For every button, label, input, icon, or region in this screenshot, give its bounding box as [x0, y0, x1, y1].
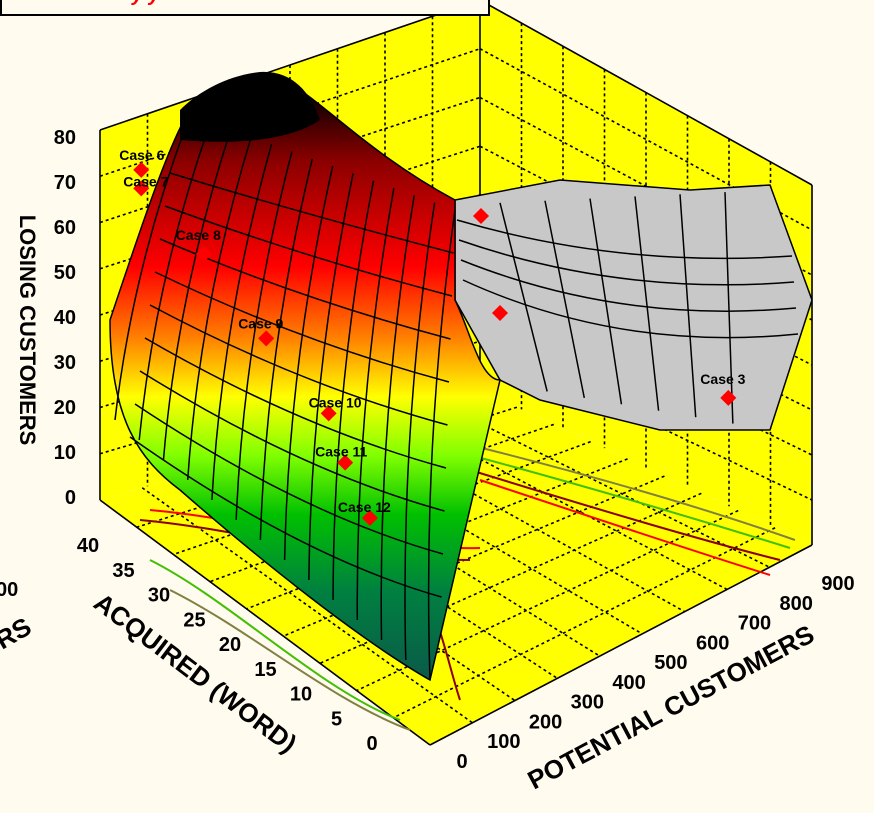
case-marker: [258, 330, 275, 347]
grid-line: [310, 438, 643, 635]
x-tick-label: 800: [780, 593, 813, 615]
mesh-line: [332, 180, 375, 601]
mesh-line: [356, 187, 395, 621]
grid-line: [437, 401, 770, 568]
z-tick-label: 50: [54, 262, 76, 284]
case-label: Case 3: [700, 371, 745, 387]
case-label: Case 11: [315, 444, 367, 460]
x-tick-label: 200: [529, 711, 562, 733]
case-marker: [195, 246, 212, 263]
mesh-line: [404, 202, 436, 661]
mesh-line: [144, 337, 447, 469]
z-tick-label: 0: [65, 487, 76, 509]
surface-mesh: [114, 114, 456, 681]
y-tick-label: 5: [331, 708, 342, 730]
case-marker: [133, 180, 150, 197]
case-label: Case 10: [309, 394, 362, 410]
y-tick-label: 20: [219, 634, 241, 656]
wall-edge: [99, 499, 431, 746]
x-tick-label: 300: [571, 692, 604, 714]
mesh-line: [456, 219, 793, 260]
case-label: Case 8: [176, 227, 221, 243]
mesh-line: [129, 436, 442, 598]
case-marker: [320, 405, 337, 422]
mesh-line: [134, 403, 444, 555]
case-label: Case 12: [338, 499, 391, 515]
case-label: Case 7: [123, 173, 168, 189]
y-tick-label: 0: [366, 733, 377, 755]
mesh-line: [259, 158, 314, 541]
mesh-line: [499, 202, 548, 392]
mesh-line: [283, 165, 334, 561]
grid-line: [173, 423, 555, 556]
case-marker: [473, 208, 489, 224]
mesh-line: [154, 271, 450, 383]
mesh-line: [679, 194, 697, 418]
case-label: Case 9: [238, 315, 283, 331]
x-tick-label: 900: [821, 573, 854, 595]
chart-title-fragment: y y: [132, 0, 160, 7]
y-tick-label: 35: [112, 560, 134, 582]
y-tick-label: 10: [290, 684, 312, 706]
z-tick-label: 70: [54, 172, 76, 194]
surface-colored-region: [109, 89, 501, 682]
clipped-axis-label: RS: [0, 611, 36, 655]
x-tick-label: 100: [487, 731, 520, 753]
mesh-line: [186, 136, 252, 481]
wall-edge: [479, 0, 813, 186]
mesh-line: [427, 209, 456, 681]
mesh-line: [149, 304, 448, 426]
x-tick-label: 400: [612, 672, 645, 694]
wall-edge: [99, 0, 481, 131]
z-axis-label: LOSING CUSTOMERS: [15, 215, 40, 446]
mesh-line: [308, 173, 354, 581]
grid-line: [356, 509, 739, 692]
case-marker: [361, 510, 378, 527]
mesh-line: [462, 279, 799, 339]
mesh-line: [169, 172, 454, 254]
x-tick-label: 700: [738, 613, 771, 635]
case-points: Case 6 Case 7 Case 8 Case 9 Case 10 Case 11 Ca…: [119, 147, 746, 527]
mesh-line: [458, 239, 795, 286]
z-tick-label: 80: [54, 127, 76, 149]
x-tick-label: 500: [654, 652, 687, 674]
z-tick-label: 30: [54, 352, 76, 374]
clipped-tick-label: 00: [0, 579, 18, 601]
y-tick-label: 15: [254, 659, 276, 681]
gray-mesh: [456, 192, 799, 424]
mesh-line: [544, 200, 586, 399]
case-label: Case 6: [119, 147, 164, 163]
x-tick-label: 600: [696, 632, 729, 654]
case-marker: [133, 161, 150, 178]
mesh-line: [235, 151, 293, 521]
y-tick-label: 40: [77, 535, 99, 557]
mesh-line: [139, 370, 445, 512]
mesh-line: [724, 192, 734, 424]
mesh-line: [211, 144, 273, 501]
case-marker: [492, 305, 508, 321]
mesh-line: [164, 205, 453, 297]
grid-line: [392, 527, 776, 719]
mesh-line: [138, 122, 212, 441]
z-tick-label: 40: [54, 307, 76, 329]
wall-edge: [429, 544, 813, 746]
z-tick-label: 20: [54, 397, 76, 419]
mesh-line: [460, 259, 797, 312]
mesh-line: [634, 196, 660, 411]
mesh-line: [162, 129, 232, 461]
surface-ridge-top: [180, 71, 320, 142]
y-tick-label: 25: [183, 609, 205, 631]
z-tick-label: 60: [54, 217, 76, 239]
z-tick-label: 10: [54, 442, 76, 464]
case-marker: [337, 454, 354, 471]
title-box: y y: [0, 0, 490, 16]
case-marker: [720, 389, 737, 406]
x-tick-label: 0: [456, 751, 467, 773]
mesh-line: [114, 114, 191, 421]
mesh-line: [380, 195, 415, 641]
y-tick-label: 30: [148, 585, 170, 607]
